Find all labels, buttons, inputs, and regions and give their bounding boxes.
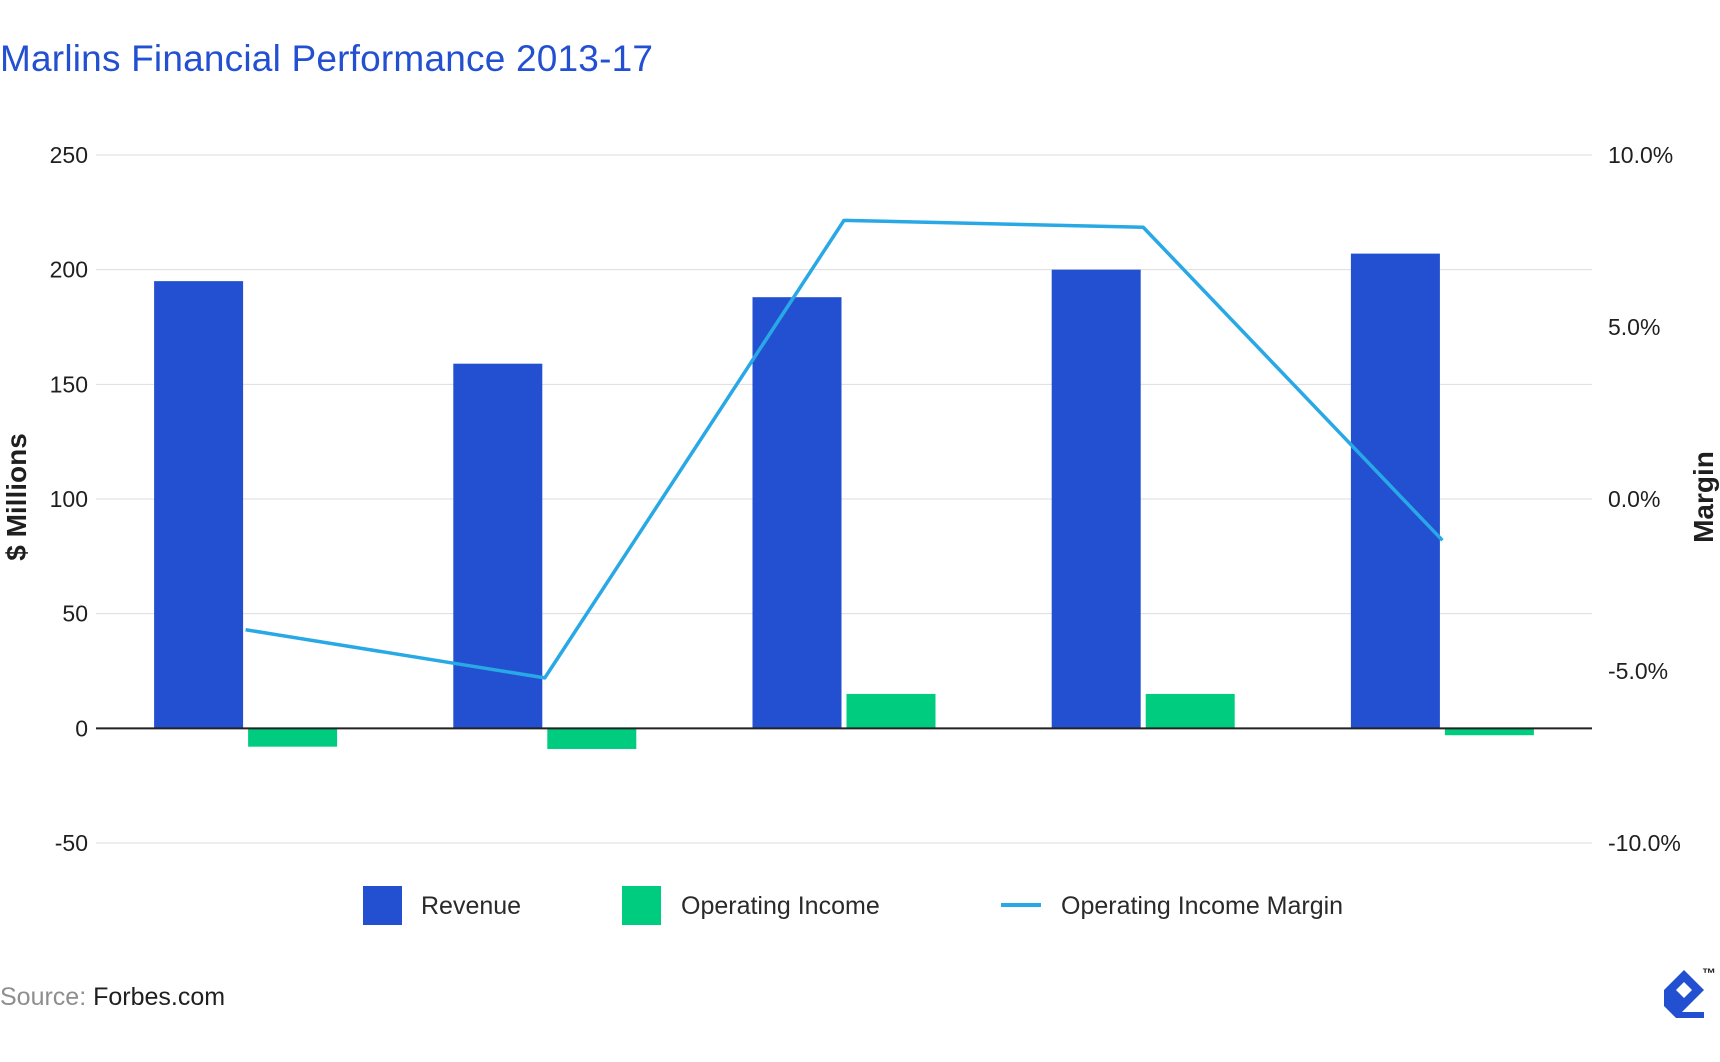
margin-line [245,218,1444,680]
bars [154,253,1534,749]
y-tick-label: 100 [50,486,88,512]
operating-income-bar [248,728,338,747]
legend-revenue-label: Revenue [421,892,521,920]
left-axis-ticks: 250 200 150 100 50 0 -50 [50,142,88,856]
legend-operating-income-label: Operating Income [681,892,880,920]
margin-series-line [245,218,1444,680]
y2-tick-label: 5.0% [1608,314,1660,340]
right-axis-ticks: 10.0% 5.0% 0.0% -5.0% -10.0% [1608,142,1681,856]
operating-income-bar [1145,693,1235,729]
trademark-mark: ™ [1702,965,1716,981]
operating-income-bar [547,728,637,749]
operating-income-bar [1444,728,1534,736]
y-tick-label: 0 [75,715,88,741]
legend-operating-income-swatch [622,886,661,925]
source-label: Source: [0,983,87,1011]
y-tick-label: 50 [62,601,88,627]
revenue-bar [154,281,244,729]
y-tick-label: 250 [50,142,88,168]
y-axis-title: $ Millions [1,433,32,561]
y-tick-label: -50 [55,830,88,856]
chart-title: Marlins Financial Performance 2013-17 [0,38,654,79]
y2-tick-label: 10.0% [1608,142,1673,168]
revenue-bar [453,363,543,729]
y-tick-label: 150 [50,371,88,397]
axis-titles: $ Millions Margin [1,433,1719,561]
revenue-bar [1051,269,1141,729]
legend-margin-label: Operating Income Margin [1061,892,1343,920]
y2-tick-label: -10.0% [1608,830,1681,856]
y2-tick-label: -5.0% [1608,658,1668,684]
y2-tick-label: 0.0% [1608,486,1660,512]
y-tick-label: 200 [50,257,88,283]
toptal-logo-icon: ™ [1660,960,1720,1031]
grid-lines [96,154,1592,844]
legend-revenue-swatch [363,886,402,925]
revenue-bar [752,297,842,729]
source-note: Source: Forbes.com [0,983,225,1012]
y2-axis-title: Margin [1688,451,1719,543]
source-value: Forbes.com [93,983,226,1011]
legend: Revenue Operating Income Operating Income … [363,886,1343,925]
operating-income-bar [846,693,936,729]
